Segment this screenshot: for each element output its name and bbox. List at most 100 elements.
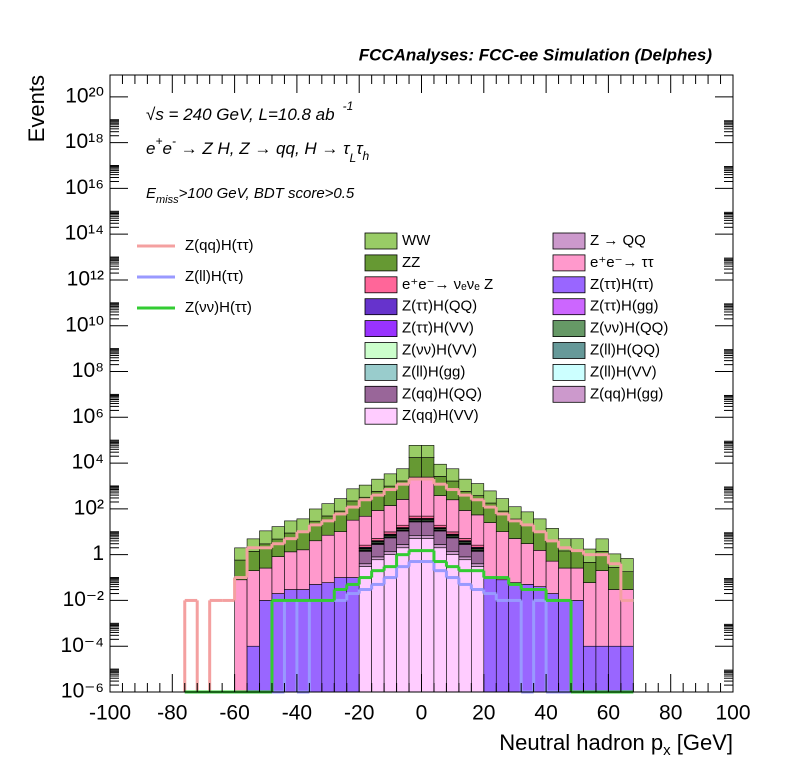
legend-swatch [364,320,398,338]
x-tick-label: -100 [89,702,131,725]
bar-segment [396,524,410,528]
bar-segment [508,506,522,520]
bar-segment [583,582,597,647]
bar-segment [284,532,298,553]
bar-segment [620,645,634,693]
bar-segment [408,515,422,519]
x-tick-label: -80 [157,702,187,725]
annotation-sup: -1 [343,99,354,113]
bar-segment [246,645,260,693]
bar-segment [296,518,310,532]
bar-segment [346,500,360,521]
bar-segment [446,554,460,693]
bar-segment [358,544,372,548]
bar-segment [495,579,510,693]
annotation: e+e- → Z H, Z → qq, H → τLτh [146,134,370,165]
y-tick-label: 10¹⁶ [65,176,104,199]
legend-swatch [552,342,586,359]
legend-label: WW [402,232,431,249]
bar-segment [458,538,472,541]
bar-segment [570,538,584,552]
bar-segment [296,549,310,590]
bar-segment [446,468,460,482]
bar-segment [458,510,472,539]
bar-segment [471,514,485,546]
bar-segment [508,538,522,583]
legend-swatch [364,232,398,250]
y-axis-title: Events [24,75,49,142]
bar-segment [483,522,497,578]
x-axis-title: Neutral hadron px [GeV] [499,730,733,759]
bar-segment [383,505,397,533]
bar-segment [371,510,385,539]
bar-segment [396,499,410,526]
bar-segment [620,558,634,572]
bar-segment [520,511,534,525]
bar-segment [271,593,285,693]
legend-swatch [364,385,398,403]
bar-segment [333,531,348,578]
y-tick-label: 10²⁰ [65,84,104,107]
bar-segment [321,515,335,536]
annotation: √s = 240 GeV, L=10.8 ab -1 [146,99,353,124]
legend-label: ZZ [402,254,420,271]
bar-segment [583,562,597,583]
y-tick-label: 10⁻⁶ [61,680,104,703]
y-tick-label: 10¹⁰ [65,313,104,336]
bar-segment [545,540,559,562]
y-tick-label: 10⁴ [72,451,104,474]
legend-label: Z(qq)H(gg) [590,385,663,402]
annotation: Emiss>100 GeV, BDT score>0.5 [146,185,355,206]
bar-segment [533,586,547,693]
bar-segment [421,515,435,519]
bar-segment [446,531,460,535]
bar-segment [533,518,547,532]
legend-swatch [364,342,398,359]
bar-segment [408,457,422,478]
bar-segment [271,526,285,540]
bar-segment [309,540,323,585]
bar-segment [558,550,572,569]
annotation-text: √s = 240 GeV, L=10.8 ab [146,105,335,124]
bar-segment [608,589,622,647]
bar-segment [333,498,348,512]
legend-label: e⁺e⁻→ νₑνₑ Z [402,276,493,293]
y-tick-label: 10² [74,496,104,519]
legend-label: e⁺e⁻→ ττ [590,254,654,271]
bar-segment [259,530,273,545]
bar-segment [421,476,435,517]
legend-label: Z(ll)H(QQ) [590,341,660,358]
bar-segment [458,478,472,492]
bar-segment [284,520,298,534]
bar-segment [421,535,435,539]
annotation-text: τ [356,139,364,158]
bar-segment [396,468,410,482]
bar-segment [446,551,460,555]
bar-segment [595,570,609,647]
annotation-text: e [162,139,171,158]
x-tick-label: -60 [219,702,249,725]
bar-segment [458,544,472,558]
x-tick-label: 60 [597,702,620,725]
bar-segment [346,488,360,502]
bar-segment [545,528,559,542]
bar-segment [396,530,410,545]
chart-title: FCCAnalyses: FCC-ee Simulation (Delphes) [359,45,713,64]
bar-segment [271,556,285,594]
bar-segment [383,473,397,487]
bar-segment [533,530,547,551]
bar-segment [433,476,447,496]
bar-segment [259,567,273,601]
bar-segment [358,566,372,693]
bar-segment [246,570,260,647]
bar-segment [533,550,547,587]
bar-segment [309,508,323,522]
legend-label: Z(qq)H(ττ) [185,237,254,254]
bar-segment [296,530,310,551]
legend-label: Z(ττ)H(ττ) [590,276,654,293]
bar-segment [520,584,534,693]
x-tick-label: 20 [472,702,495,725]
bar-segment [408,535,422,539]
bar-segment [383,554,397,693]
